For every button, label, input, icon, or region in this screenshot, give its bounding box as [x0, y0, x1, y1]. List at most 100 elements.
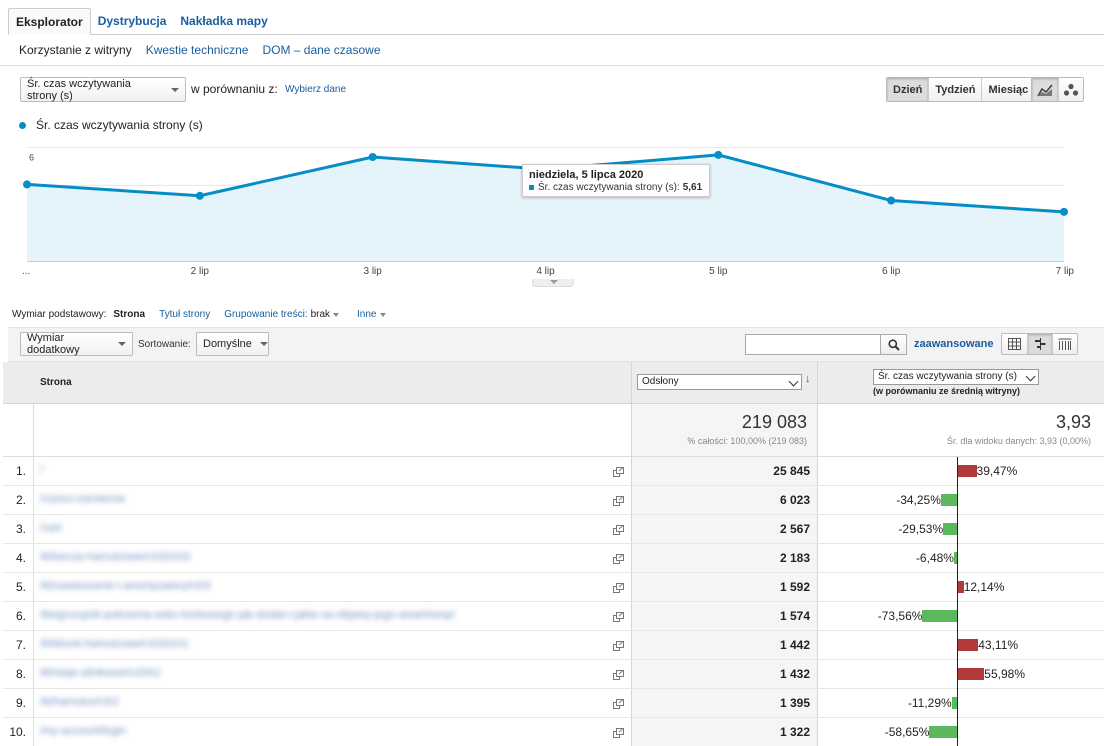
tabs-divider: [8, 34, 1104, 35]
total-avg-load-time: 3,93: [1055, 412, 1091, 432]
comparison-percent: -34,25%: [896, 493, 941, 507]
report-tabs: Eksplorator Dystrybucja Nakładka mapy: [8, 8, 275, 35]
search-button[interactable]: [881, 334, 907, 355]
table-search-input[interactable]: [745, 334, 881, 355]
compare-label: w porównaniu z:: [191, 82, 278, 96]
views-metric-label: Odsłony: [642, 376, 679, 387]
tooltip-value: 5,61: [682, 182, 703, 193]
views-metric-select[interactable]: Odsłony: [637, 374, 802, 390]
x-tick-label: 6 lip: [882, 266, 901, 277]
comparison-bar-positive: [958, 668, 985, 680]
sort-label: Sortowanie:: [138, 339, 191, 350]
granularity-day-button[interactable]: Dzień: [887, 78, 929, 101]
motion-chart-icon[interactable]: [1058, 78, 1083, 101]
row-number: 5.: [15, 580, 26, 594]
tab-distribution[interactable]: Dystrybucja: [97, 14, 167, 28]
tab-explorer[interactable]: Eksplorator: [8, 8, 91, 35]
table-row: [3, 602, 1104, 631]
sort-value: Domyślne: [203, 338, 252, 350]
comparison-percent: 12,14%: [963, 580, 1005, 594]
dimension-page-title-link[interactable]: Tytuł strony: [159, 309, 211, 320]
external-link-icon[interactable]: [613, 553, 624, 564]
external-link-icon[interactable]: [613, 698, 624, 709]
comparison-bar-positive: [958, 581, 964, 593]
compare-metric-label: Śr. czas wczytywania strony (s): [878, 371, 1017, 382]
page-path-link[interactable]: /kl/zawieszenie-i-amortyzatory/U03: [40, 580, 211, 592]
comparison-percent: -58,65%: [884, 725, 930, 739]
series-color-dot: [19, 121, 26, 129]
column-divider: [631, 362, 632, 746]
table-row: [3, 660, 1104, 689]
external-link-icon[interactable]: [613, 524, 624, 535]
comparison-percent: -11,29%: [907, 696, 952, 710]
page-path-link[interactable]: /kl/klocki-hamulcowe/U020101: [40, 638, 189, 650]
pageviews-value: 1 322: [779, 725, 810, 739]
sort-desc-arrow-icon[interactable]: ↓: [805, 373, 811, 385]
page-path-link[interactable]: /kl/hamulce/U02: [40, 696, 119, 708]
external-link-icon[interactable]: [613, 611, 624, 622]
advanced-filter-link[interactable]: zaawansowane: [914, 338, 994, 350]
primary-dimension-label: Wymiar podstawowy:: [12, 309, 107, 320]
row-number: 3.: [15, 522, 26, 536]
x-tick-label: 4 lip: [536, 266, 555, 277]
external-link-icon[interactable]: [613, 582, 624, 593]
primary-dimension-bar: Wymiar podstawowy: Strona Tytuł strony G…: [12, 309, 386, 320]
external-link-icon[interactable]: [613, 727, 624, 738]
chevron-down-icon[interactable]: [333, 312, 340, 317]
column-header-page[interactable]: Strona: [40, 377, 72, 388]
total-views-share: % całości: 100,00% (219 083): [687, 436, 807, 446]
x-tick-label: ...: [22, 266, 30, 277]
page-path-link[interactable]: /: [40, 464, 44, 476]
pivot-view-icon[interactable]: [1052, 334, 1077, 354]
compare-metric-select[interactable]: Śr. czas wczytywania strony (s): [873, 369, 1039, 385]
chevron-down-icon: [171, 87, 179, 92]
total-avg-note: Śr. dla widoku danych: 3,93 (0,00%): [946, 436, 1091, 446]
external-link-icon[interactable]: [613, 466, 624, 477]
x-tick-label: 3 lip: [363, 266, 382, 277]
subtabs-divider: [0, 65, 1104, 66]
page-path-link[interactable]: /my-account/login: [40, 725, 127, 737]
page-path-link[interactable]: /kl/oleje-silnikowe/U2001: [40, 667, 162, 679]
table-view-icon[interactable]: [1002, 334, 1027, 354]
tab-map-overlay[interactable]: Nakładka mapy: [180, 14, 268, 28]
page-path-link[interactable]: /czesci-zamienne: [40, 493, 125, 505]
comparison-percent: -29,53%: [898, 522, 944, 536]
table-toolbar: [8, 327, 1104, 362]
line-chart-icon[interactable]: [1032, 78, 1058, 101]
row-number: 7.: [15, 638, 26, 652]
external-link-icon[interactable]: [613, 669, 624, 680]
data-point: [887, 196, 896, 205]
sort-select[interactable]: Domyślne: [196, 332, 269, 356]
granularity-week-button[interactable]: Tydzień: [928, 78, 982, 101]
other-dimensions-link[interactable]: Inne: [357, 309, 377, 320]
content-grouping-link[interactable]: Grupowanie treści:: [224, 309, 308, 320]
chevron-down-icon[interactable]: [379, 312, 386, 317]
chart-collapse-handle[interactable]: [532, 279, 574, 287]
chevron-down-icon: [118, 342, 126, 346]
pageviews-value: 1 432: [779, 667, 810, 681]
external-link-icon[interactable]: [613, 640, 624, 651]
subtab-dom-timings[interactable]: DOM – dane czasowe: [262, 43, 381, 57]
table-row: [3, 486, 1104, 515]
table-row: [3, 457, 1104, 486]
granularity-month-button[interactable]: Miesiąc: [981, 78, 1035, 101]
page-path-link[interactable]: /blog/czujnik-polozenia-walu-korbowego-j…: [40, 609, 456, 621]
comparison-bar-negative: [951, 697, 957, 709]
row-number: 8.: [15, 667, 26, 681]
comparison-view-icon[interactable]: [1027, 334, 1052, 354]
chart-metric-select[interactable]: Śr. czas wczytywania strony (s): [20, 77, 186, 102]
external-link-icon[interactable]: [613, 495, 624, 506]
page-path-link[interactable]: /kl/tarcze-hamulcowe/U020102: [40, 551, 192, 563]
chevron-down-icon: [259, 342, 268, 346]
tooltip-date: niedziela, 5 lipca 2020: [529, 169, 644, 181]
comparison-bar-negative: [943, 523, 957, 535]
subtab-site-usage[interactable]: Korzystanie z witryny: [19, 43, 132, 57]
choose-data-link[interactable]: Wybierz dane: [285, 84, 347, 95]
column-divider: [33, 404, 34, 746]
table-row: [3, 544, 1104, 573]
secondary-dimension-select[interactable]: Wymiar dodatkowy: [20, 332, 133, 356]
comparison-percent: 39,47%: [976, 464, 1018, 478]
page-path-link[interactable]: /cart: [40, 522, 62, 534]
subtab-technical[interactable]: Kwestie techniczne: [145, 43, 249, 57]
chevron-down-icon: [1025, 371, 1036, 382]
